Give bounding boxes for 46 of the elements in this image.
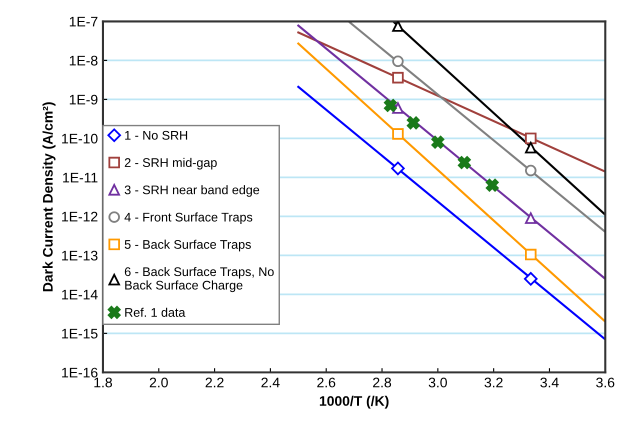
legend-label: 3 - SRH near band edge	[124, 185, 260, 197]
legend-label: 5 - Back Surface Traps	[124, 240, 251, 252]
point	[392, 102, 404, 114]
legend-label: 6 - Back Surface Traps, No Back Surface Charge	[124, 266, 274, 292]
point	[525, 132, 537, 144]
point	[392, 21, 404, 32]
point	[458, 156, 471, 170]
y-tick-label: 1E-15	[62, 328, 98, 339]
point	[392, 56, 404, 68]
legend-label: 2 - SRH mid-gap	[124, 158, 217, 170]
x-tick-label: 2.4	[261, 378, 280, 388]
point	[486, 178, 499, 192]
y-tick-label: 1E-7	[70, 16, 98, 26]
point	[525, 164, 537, 176]
x-axis-title: 1000/T (/K)	[320, 396, 389, 409]
point	[406, 116, 420, 130]
x-tick-label: 2.6	[317, 378, 336, 388]
x-tick-label: 3.4	[540, 378, 559, 388]
x-tick-label: 3.6	[596, 378, 614, 388]
point	[525, 248, 537, 260]
x-tick-label: 3.2	[484, 378, 503, 388]
point	[525, 142, 537, 154]
y-tick-label: 1E-10	[62, 134, 98, 144]
x-tick-label: 2.2	[206, 378, 224, 388]
y-tick-label: 1E-8	[70, 56, 98, 66]
x-tick-label: 3.0	[428, 378, 447, 388]
legend-label: Ref. 1 data	[125, 308, 186, 317]
legend-label: 4 - Front Surface Traps	[124, 212, 252, 224]
x-tick-label: 2.0	[150, 378, 168, 388]
point	[391, 162, 405, 176]
legend-label: 1 - No SRH	[125, 130, 188, 140]
y-tick-label: 1E-11	[63, 172, 98, 182]
y-tick-label: 1E-16	[62, 368, 98, 378]
point	[524, 272, 538, 286]
point	[431, 136, 444, 149]
y-tick-label: 1E-12	[62, 212, 98, 222]
x-tick-label: 1.8	[94, 378, 112, 388]
y-tick-label: 1E-9	[70, 94, 98, 105]
point	[525, 212, 537, 224]
point	[392, 72, 404, 84]
point	[392, 128, 404, 140]
y-tick-label: 1E-13	[62, 250, 98, 261]
y-axis-title: Dark Current Density (A/cm²)	[42, 102, 56, 292]
point	[384, 98, 397, 112]
x-tick-label: 2.8	[373, 378, 392, 388]
y-tick-label: 1E-14	[62, 290, 98, 300]
